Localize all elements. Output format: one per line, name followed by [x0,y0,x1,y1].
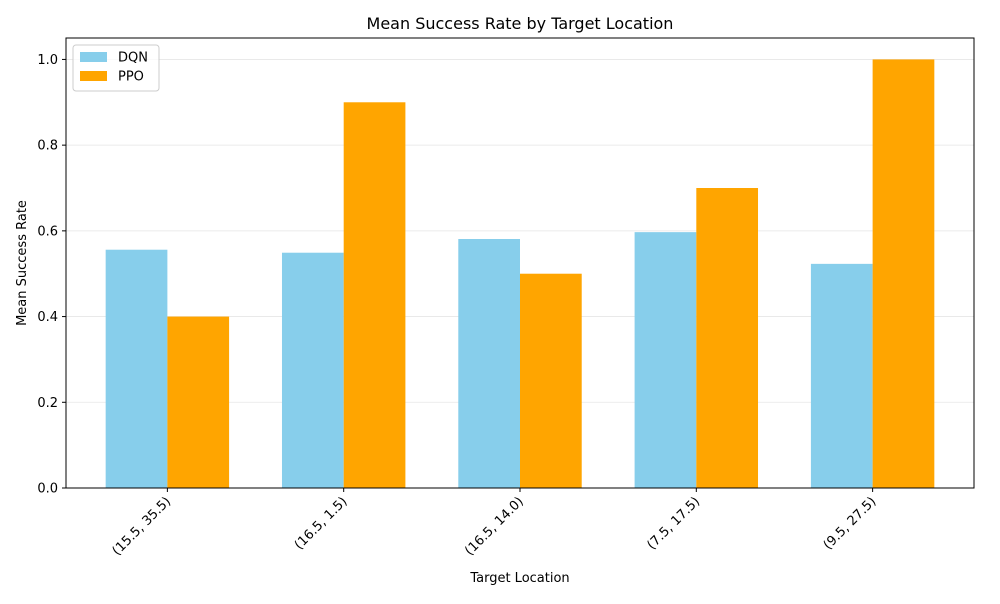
bars [105,59,935,489]
x-axis-label: Target Location [469,571,569,586]
legend-swatch-dqn [80,52,107,62]
y-axis: 0.0 0.2 0.4 0.6 0.8 1.0 [37,53,66,497]
legend: DQN PPO [72,44,160,92]
y-tick-label: 0.2 [37,396,58,411]
bar-ppo [696,188,759,488]
y-tick-label: 0.6 [37,224,58,239]
legend-label-dqn: DQN [118,51,148,66]
y-tick-label: 0.8 [37,139,58,154]
bar-ppo [167,316,230,488]
chart-title: Mean Success Rate by Target Location [367,14,674,33]
y-tick-label: 1.0 [37,53,58,68]
bar-dqn [634,232,697,488]
y-axis-label: Mean Success Rate [15,200,30,326]
bar-dqn [458,239,520,488]
bar-dqn [810,263,873,488]
bar-ppo [343,102,406,489]
bar-ppo [872,59,935,489]
legend-swatch-ppo [80,71,107,81]
bar-dqn [105,249,168,488]
bar-ppo [520,273,582,488]
legend-label-ppo: PPO [118,70,144,85]
y-tick-label: 0.0 [37,482,58,497]
y-tick-label: 0.4 [37,310,58,325]
bar-dqn [281,252,344,488]
